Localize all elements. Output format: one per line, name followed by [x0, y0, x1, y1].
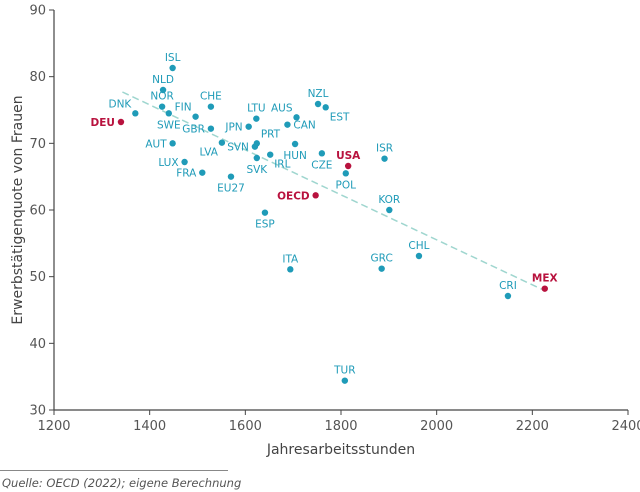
- point-isr: [381, 155, 388, 162]
- label-pol: POL: [336, 179, 357, 191]
- x-tick-label: 1200: [37, 419, 70, 434]
- y-tick-label: 50: [29, 270, 46, 285]
- point-aut: [169, 140, 176, 147]
- label-hun: HUN: [283, 150, 306, 162]
- x-axis-title: Jahresarbeitsstunden: [266, 442, 415, 458]
- label-jpn: JPN: [224, 122, 242, 134]
- point-svn: [251, 143, 259, 150]
- label-svn: SVN: [227, 142, 249, 154]
- point-lux: [181, 158, 188, 166]
- point-fra: [199, 169, 206, 176]
- point-nld: [159, 86, 167, 94]
- y-tick-label: 70: [29, 137, 46, 152]
- label-esp: ESP: [255, 219, 275, 231]
- label-fin: FIN: [175, 102, 192, 114]
- label-mex: MEX: [532, 273, 558, 285]
- x-tick-label: 1400: [133, 419, 166, 434]
- y-tick-label: 60: [29, 204, 46, 219]
- label-swe: SWE: [157, 119, 181, 131]
- y-tick-label: 40: [29, 337, 46, 352]
- label-est: EST: [330, 111, 350, 123]
- label-gbr: GBR: [182, 124, 205, 136]
- point-dnk: [132, 110, 139, 117]
- point-kor: [386, 206, 393, 214]
- label-irl: IRL: [274, 159, 290, 171]
- y-axis-title: Erwerbstätigenquote von Frauen: [10, 95, 26, 324]
- point-lva: [218, 139, 226, 146]
- source-divider: [0, 470, 228, 471]
- point-nor: [158, 103, 166, 110]
- point-jpn: [245, 123, 252, 130]
- point-mex: [541, 285, 548, 292]
- point-ita: [287, 266, 294, 273]
- point-deu: [117, 118, 125, 126]
- label-fra: FRA: [176, 168, 197, 180]
- label-lux: LUX: [158, 157, 178, 169]
- point-fin: [192, 113, 199, 120]
- point-cri: [504, 292, 512, 300]
- label-oecd: OECD: [277, 190, 310, 202]
- label-kor: KOR: [378, 194, 400, 206]
- label-dnk: DNK: [108, 98, 132, 110]
- label-aus: AUS: [271, 102, 293, 114]
- axes: 30 40 50 60 70 80 90 1200 1400 1600 1800 2000 2200 24…: [29, 4, 640, 435]
- x-tick-label: 1600: [229, 419, 262, 434]
- x-tick-label: 2200: [516, 419, 549, 434]
- label-tur: TUR: [333, 365, 355, 377]
- label-usa: USA: [336, 150, 361, 162]
- point-oecd: [312, 192, 319, 199]
- point-chl: [415, 252, 423, 260]
- x-tick-label: 2000: [420, 419, 453, 434]
- label-can: CAN: [293, 120, 315, 132]
- label-lva: LVA: [200, 147, 219, 159]
- point-tur: [341, 377, 349, 384]
- label-nor: NOR: [150, 91, 173, 103]
- point-esp: [261, 209, 269, 216]
- label-cze: CZE: [311, 159, 332, 171]
- point-che: [207, 103, 215, 110]
- point-nzl: [314, 100, 322, 108]
- x-tick-label: 2400: [611, 419, 640, 434]
- source-note: Quelle: OECD (2022); eigene Berechnung: [2, 476, 242, 490]
- point-hun: [291, 140, 299, 148]
- point-aus: [293, 114, 300, 121]
- label-aut: AUT: [145, 138, 167, 150]
- label-ltu: LTU: [247, 103, 266, 115]
- point-grc: [378, 265, 385, 272]
- label-chl: CHL: [408, 240, 429, 252]
- label-deu: DEU: [91, 117, 115, 129]
- point-labels: ISLNLDNORDNKSWEFINCHEDEUGBRLTUJPNAUSNZLE…: [91, 52, 558, 377]
- label-eu27: EU27: [217, 183, 245, 195]
- point-can: [284, 121, 291, 128]
- point-pol: [342, 170, 349, 177]
- point-svk: [253, 154, 261, 162]
- point-usa: [344, 162, 352, 170]
- point-ltu: [253, 115, 260, 122]
- y-tick-label: 30: [29, 404, 46, 419]
- point-gbr: [207, 125, 215, 132]
- point-isl: [169, 64, 176, 72]
- trend-line: [122, 91, 543, 291]
- point-swe: [165, 110, 172, 117]
- x-tick-label: 1800: [324, 419, 357, 434]
- label-nld: NLD: [152, 74, 174, 86]
- point-cze: [318, 150, 326, 157]
- label-ita: ITA: [282, 253, 299, 265]
- label-cri: CRI: [499, 280, 517, 292]
- data-points: [117, 64, 548, 384]
- y-tick-label: 90: [29, 4, 46, 19]
- label-nzl: NZL: [308, 88, 329, 100]
- label-grc: GRC: [371, 253, 393, 265]
- label-isl: ISL: [165, 52, 181, 64]
- label-isr: ISR: [376, 143, 393, 155]
- y-tick-label: 80: [29, 70, 46, 85]
- point-est: [322, 104, 329, 111]
- point-eu27: [227, 173, 235, 180]
- label-prt: PRT: [261, 128, 281, 140]
- point-irl: [267, 151, 274, 158]
- label-svk: SVK: [246, 164, 268, 176]
- label-che: CHE: [200, 91, 222, 103]
